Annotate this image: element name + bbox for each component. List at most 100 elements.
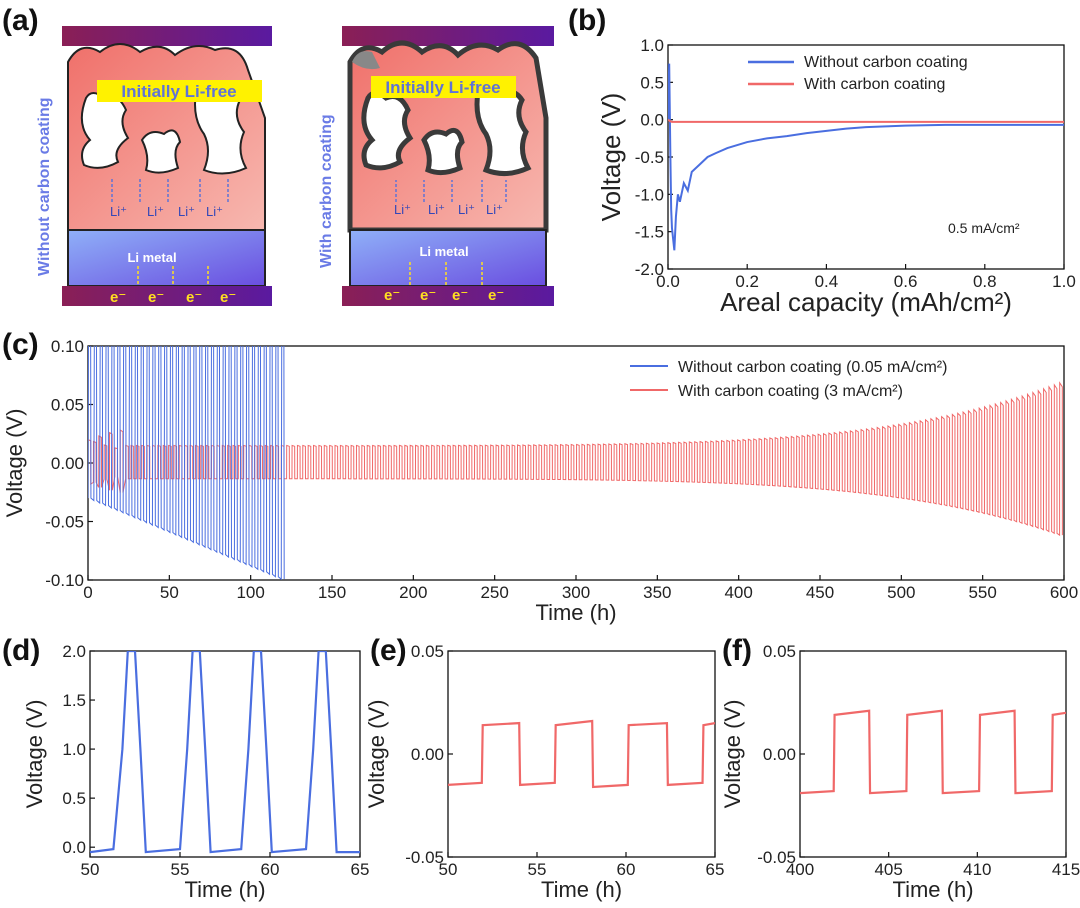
- x-tick-label: 50: [81, 860, 100, 879]
- banner-right-text: Initially Li-free: [385, 78, 500, 97]
- x-tick-label: 400: [786, 860, 814, 879]
- legend-entry: With carbon coating (3 mA/cm²): [678, 383, 903, 400]
- electron-label: e⁻: [148, 289, 164, 306]
- x-tick-label: 600: [1050, 583, 1078, 602]
- li-ion-label: Li⁺: [178, 204, 195, 219]
- banner-right: [371, 76, 516, 98]
- x-tick-label: 450: [806, 583, 834, 602]
- x-tick-label: 0.8: [973, 272, 997, 291]
- chart-d: 50 55 60 65 2.0 1.5 1.0 0.5 0.0 Time (h) Voltage (…: [22, 642, 369, 902]
- series-line: [90, 651, 360, 854]
- x-tick-label: 200: [399, 583, 427, 602]
- schematic-right-side-label: With carbon coating: [318, 114, 335, 268]
- electron-label: e⁻: [186, 289, 202, 306]
- chart-f: 400 405 410 415 0.05 0.00 -0.05 Time (h) Voltage…: [720, 642, 1080, 902]
- electron-label: e⁻: [452, 287, 468, 304]
- chart-e: 50 55 60 65 0.05 0.00 -0.05 Time (h) Voltage (V): [364, 642, 724, 902]
- y-tick-label: 2.0: [62, 642, 86, 661]
- bottom-current-collector-right: [342, 286, 554, 306]
- banner-left: [97, 80, 262, 102]
- x-axis-label: Time (h): [541, 877, 622, 902]
- li-ion-label: Li⁺: [394, 202, 411, 217]
- y-tick-label: 0.0: [62, 838, 86, 857]
- y-tick-label: 0.5: [62, 789, 86, 808]
- schematic-left-side-label: Without carbon coating: [36, 97, 53, 276]
- top-current-collector-right: [342, 26, 554, 46]
- current-density-annotation: 0.5 mA/cm²: [948, 220, 1020, 236]
- x-tick-label: 415: [1052, 860, 1080, 879]
- y-tick-label: -0.10: [45, 571, 84, 590]
- x-tick-label: 100: [236, 583, 264, 602]
- y-tick-label: -0.05: [45, 513, 84, 532]
- y-tick-label: -2.0: [635, 260, 664, 279]
- y-tick-label: -0.05: [757, 848, 796, 867]
- y-axis-label: Voltage (V): [720, 700, 745, 809]
- x-tick-label: 60: [261, 860, 280, 879]
- x-tick-label: 150: [318, 583, 346, 602]
- electron-label: e⁻: [420, 287, 436, 304]
- chart-b: 0.0 0.2 0.4 0.6 0.8 1.0 1.0 0.5 0.0 -0.5 -1.0 -1.5 -…: [596, 36, 1076, 317]
- series-line: [800, 709, 1066, 795]
- y-tick-label: 0.05: [411, 642, 444, 661]
- li-ion-label: Li⁺: [147, 204, 164, 219]
- y-tick-label: 0.10: [51, 337, 84, 356]
- x-tick-label: 250: [480, 583, 508, 602]
- y-axis-label: Voltage (V): [596, 93, 626, 222]
- bottom-current-collector-left: [62, 286, 272, 306]
- y-tick-label: 0.00: [51, 454, 84, 473]
- panel-label-d: (d): [2, 634, 40, 667]
- x-tick-label: 300: [562, 583, 590, 602]
- plot-frame: [89, 650, 361, 858]
- y-tick-label: -1.5: [635, 223, 664, 242]
- electron-label: e⁻: [220, 289, 236, 306]
- y-tick-label: -1.0: [635, 185, 664, 204]
- x-tick-label: 55: [171, 860, 190, 879]
- legend-entry: With carbon coating: [804, 76, 945, 93]
- panel-label-a: (a): [2, 4, 39, 37]
- x-tick-label: 405: [874, 860, 902, 879]
- legend-entry: Without carbon coating (0.05 mA/cm²): [678, 359, 947, 376]
- x-tick-label: 65: [351, 860, 370, 879]
- y-axis-label: Voltage (V): [22, 700, 47, 809]
- x-axis-label: Areal capacity (mAh/cm²): [720, 287, 1012, 317]
- y-tick-label: 1.0: [640, 36, 664, 55]
- li-ion-label: Li⁺: [206, 204, 223, 219]
- x-tick-label: 60: [617, 860, 636, 879]
- y-axis-label: Voltage (V): [2, 409, 27, 518]
- x-axis-label: Time (h): [892, 877, 973, 902]
- y-tick-label: 0.00: [411, 745, 444, 764]
- panel-label-b: (b): [568, 4, 606, 37]
- x-tick-label: 55: [528, 860, 547, 879]
- y-tick-label: 0.05: [51, 396, 84, 415]
- series-line-without-coating: [668, 63, 1064, 251]
- li-metal-right: [349, 229, 547, 287]
- li-ion-label: Li⁺: [486, 202, 503, 217]
- electron-label: e⁻: [110, 289, 126, 306]
- x-tick-label: 500: [887, 583, 915, 602]
- panel-label-c: (c): [2, 328, 39, 361]
- li-ion-arrows-left: [111, 178, 229, 202]
- electron-label: e⁻: [384, 287, 400, 304]
- y-tick-label: 0.00: [763, 745, 796, 764]
- plot-frame: [799, 650, 1067, 858]
- plot-frame: [447, 650, 716, 858]
- y-tick-label: 1.0: [62, 740, 86, 759]
- series-line-with-coating: [668, 118, 1064, 123]
- li-ion-label: Li⁺: [428, 202, 445, 217]
- x-tick-label: 350: [643, 583, 671, 602]
- x-tick-label: 0: [83, 583, 92, 602]
- chart-c: 0 50 100 150 200 250 300 350 400 450 500 550 600 0.10…: [2, 337, 1078, 625]
- plot-area: [88, 346, 1063, 580]
- x-tick-label: 0.4: [815, 272, 839, 291]
- series-line-without-coating: [88, 346, 285, 580]
- x-tick-label: 0.2: [735, 272, 759, 291]
- x-tick-label: 1.0: [1052, 272, 1076, 291]
- li-metal-right-label: Li metal: [419, 244, 468, 259]
- y-axis-label: Voltage (V): [364, 700, 389, 809]
- li-metal-left: [67, 229, 266, 287]
- y-tick-label: 0.05: [763, 642, 796, 661]
- plot-area: [800, 709, 1066, 795]
- x-tick-label: 65: [706, 860, 725, 879]
- schematic-left: Without carbon coating Initially Li-free…: [36, 26, 272, 306]
